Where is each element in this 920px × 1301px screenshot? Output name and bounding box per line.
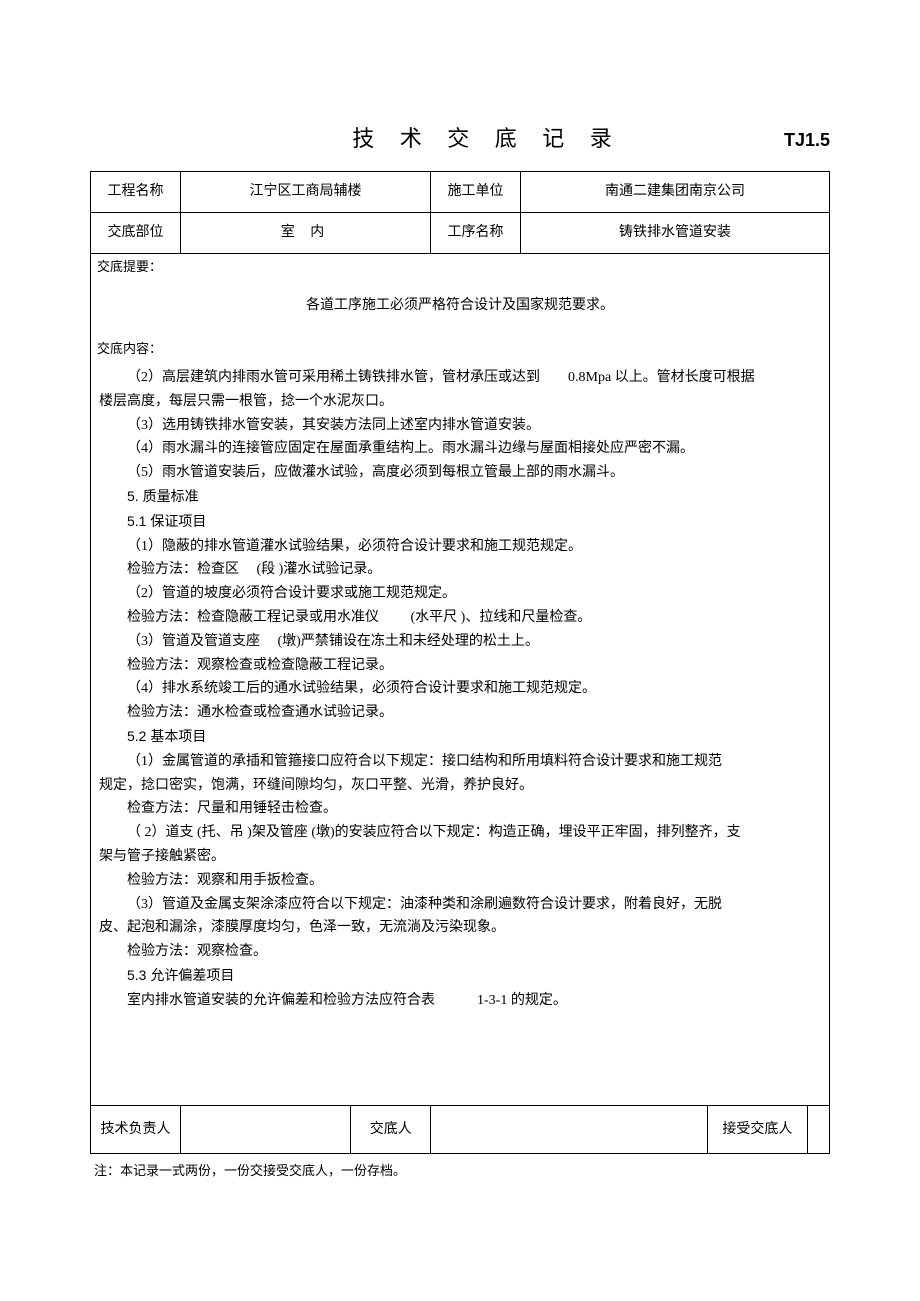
receiver-value <box>807 1106 829 1154</box>
content-line: 室内排水管道安装的允许偏差和检验方法应符合表 1-3-1 的规定。 <box>99 989 821 1013</box>
page-header: 技 术 交 底 记 录 TJ1.5 <box>90 120 830 157</box>
location-value: 室 内 <box>181 213 431 254</box>
content-line: 规定，捻口密实，饱满，环缝间隙均匀，灰口平整、光滑，养护良好。 <box>99 774 821 798</box>
receiver-label: 接受交底人 <box>707 1106 807 1154</box>
content-line: 检验方法：观察和用手扳检查。 <box>99 869 821 893</box>
section-heading: 5. 质量标准 <box>99 485 821 510</box>
construction-unit-label: 施工单位 <box>431 172 521 213</box>
content-body: （2）高层建筑内排雨水管可采用稀土铸铁排水管，管材承压或达到 0.8Mpa 以上… <box>91 362 829 1021</box>
signature-row: 技术负责人 交底人 接受交底人 <box>91 1106 830 1154</box>
project-name-value: 江宁区工商局辅楼 <box>181 172 431 213</box>
content-line: 皮、起泡和漏涂，漆膜厚度均匀，色泽一致，无流淌及污染现象。 <box>99 916 821 940</box>
content-line: 楼层高度，每层只需一根管，捻一个水泥灰口。 <box>99 390 821 414</box>
discloser-value <box>431 1106 708 1154</box>
content-line: 检验方法：观察检查或检查隐蔽工程记录。 <box>99 654 821 678</box>
content-line: （4）排水系统竣工后的通水试验结果，必须符合设计要求和施工规范规定。 <box>99 677 821 701</box>
discloser-label: 交底人 <box>351 1106 431 1154</box>
location-label: 交底部位 <box>91 213 181 254</box>
content-line: （1）隐蔽的排水管道灌水试验结果，必须符合设计要求和施工规范规定。 <box>99 535 821 559</box>
record-table: 工程名称 江宁区工商局辅楼 施工单位 南通二建集团南京公司 交底部位 室 内 工… <box>90 171 830 1154</box>
summary-label: 交底提要： <box>91 254 829 280</box>
project-name-label: 工程名称 <box>91 172 181 213</box>
construction-unit-value: 南通二建集团南京公司 <box>521 172 830 213</box>
content-line: 检验方法：检查区 (段 )灌水试验记录。 <box>99 558 821 582</box>
content-line: （1）金属管道的承插和管箍接口应符合以下规定：接口结构和所用填料符合设计要求和施… <box>99 750 821 774</box>
content-line: （4）雨水漏斗的连接管应固定在屋面承重结构上。雨水漏斗边缘与屋面相接处应严密不漏… <box>99 437 821 461</box>
tech-lead-label: 技术负责人 <box>91 1106 181 1154</box>
content-label: 交底内容： <box>91 336 829 362</box>
content-line: （2）管道的坡度必须符合设计要求或施工规范规定。 <box>99 582 821 606</box>
content-line: 检查方法：尺量和用锤轻击检查。 <box>99 797 821 821</box>
content-line: （5）雨水管道安装后，应做灌水试验，高度必须到每根立管最上部的雨水漏斗。 <box>99 461 821 485</box>
table-row: 工程名称 江宁区工商局辅楼 施工单位 南通二建集团南京公司 <box>91 172 830 213</box>
content-line: （3）选用铸铁排水管安装，其安装方法同上述室内排水管道安装。 <box>99 414 821 438</box>
content-line: 架与管子接触紧密。 <box>99 845 821 869</box>
doc-code: TJ1.5 <box>784 125 830 156</box>
content-row: 交底内容： （2）高层建筑内排雨水管可采用稀土铸铁排水管，管材承压或达到 0.8… <box>91 336 830 1106</box>
content-line: （3）管道及金属支架涂漆应符合以下规定：油漆种类和涂刷遍数符合设计要求，附着良好… <box>99 893 821 917</box>
content-line: （ 2）道支 (托、吊 )架及管座 (墩)的安装应符合以下规定：构造正确，埋设平… <box>99 821 821 845</box>
tech-lead-value <box>181 1106 351 1154</box>
summary-row: 交底提要： 各道工序施工必须严格符合设计及国家规范要求。 <box>91 253 830 335</box>
process-name-value: 铸铁排水管道安装 <box>521 213 830 254</box>
content-line: 检验方法：通水检查或检查通水试验记录。 <box>99 701 821 725</box>
content-line: （2）高层建筑内排雨水管可采用稀土铸铁排水管，管材承压或达到 0.8Mpa 以上… <box>99 366 821 390</box>
process-name-label: 工序名称 <box>431 213 521 254</box>
content-line: 检验方法：观察检查。 <box>99 940 821 964</box>
table-row: 交底部位 室 内 工序名称 铸铁排水管道安装 <box>91 213 830 254</box>
page-title: 技 术 交 底 记 录 <box>90 120 784 157</box>
content-line: 检验方法：检查隐蔽工程记录或用水准仪 (水平尺 )、拉线和尺量检查。 <box>99 606 821 630</box>
section-heading: 5.2 基本项目 <box>99 725 821 750</box>
section-heading: 5.3 允许偏差项目 <box>99 964 821 989</box>
content-line: （3）管道及管道支座 (墩)严禁铺设在冻土和未经处理的松土上。 <box>99 630 821 654</box>
footnote: 注：本记录一式两份，一份交接受交底人，一份存档。 <box>90 1160 830 1182</box>
section-heading: 5.1 保证项目 <box>99 510 821 535</box>
summary-text: 各道工序施工必须严格符合设计及国家规范要求。 <box>91 280 829 336</box>
